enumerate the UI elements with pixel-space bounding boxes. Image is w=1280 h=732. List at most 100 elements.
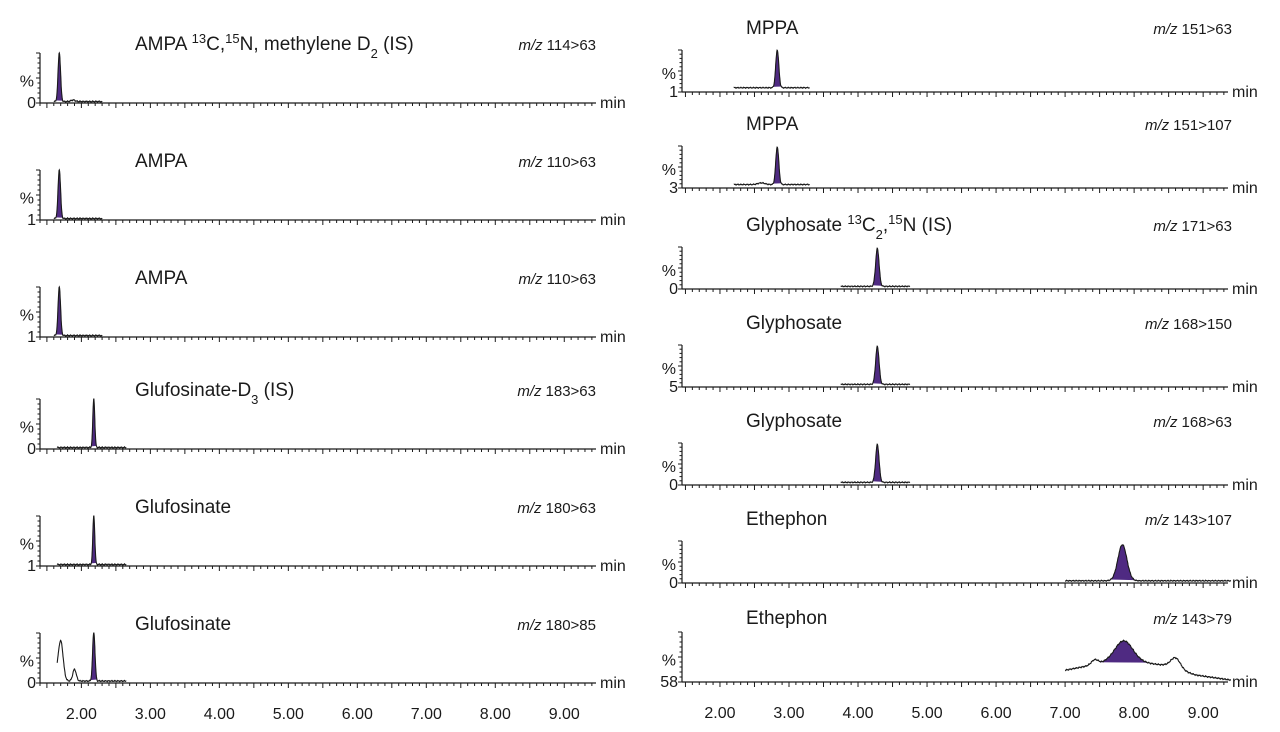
title-part: 2: [371, 46, 378, 61]
mz-prefix: m/z: [1153, 21, 1178, 38]
panel-title: Glufosinate: [135, 614, 231, 635]
mz-value: 180>85: [546, 617, 596, 634]
chromatogram-trace: [56, 515, 127, 566]
y-axis-label: %: [20, 420, 34, 437]
panel-title: MPPA: [746, 114, 799, 135]
mz-prefix: m/z: [518, 154, 543, 171]
chromatogram-trace: [53, 285, 103, 337]
mz-prefix: m/z: [1145, 117, 1170, 134]
chromatogram-trace: [840, 247, 911, 288]
x-tick-label: 7.00: [411, 706, 442, 723]
x-tick-label: 2.00: [66, 706, 97, 723]
x-axis-unit: min: [1232, 379, 1258, 396]
x-axis-unit: min: [1232, 84, 1258, 101]
panel-title: Glyphosate: [746, 313, 842, 334]
y-axis-label: %: [662, 162, 676, 179]
x-tick-label: 4.00: [842, 705, 873, 722]
mz-prefix: m/z: [1153, 218, 1178, 235]
x-axis-unit: min: [600, 212, 626, 229]
mz-transition: m/z 143>79: [1153, 611, 1232, 628]
x-tick-label: 9.00: [549, 706, 580, 723]
x-tick-label: 6.00: [981, 705, 1012, 722]
y-axis-label: %: [20, 308, 34, 325]
chromatogram-panel: Glyphosate m/z 168>63%0 min: [662, 411, 1258, 494]
title-part: N, methylene D: [240, 34, 371, 55]
panel-title: Glufosinate-D3 (IS): [135, 380, 294, 407]
chromatogram-trace: [53, 168, 103, 220]
y-min-label: 1: [27, 329, 36, 346]
y-axis-label: %: [662, 459, 676, 476]
title-part: Glufosinate: [135, 614, 231, 635]
panel-title: Glyphosate 13C2,15N (IS): [746, 212, 952, 242]
chromatogram-panel: Glufosinate m/z 180>85% 0 min 2.00 3.00 4.00 5.0…: [20, 614, 626, 723]
mz-prefix: m/z: [1153, 414, 1178, 431]
chromatogram-trace: [56, 632, 127, 683]
mz-value: 151>63: [1182, 21, 1232, 38]
chromatogram-panel: Glyphosate 13C2,15N (IS) m/z 171>63%0 min: [662, 212, 1258, 299]
mz-prefix: m/z: [518, 37, 543, 54]
mz-value: 110>63: [547, 154, 596, 171]
mz-prefix: m/z: [1153, 611, 1178, 628]
x-tick-label: 8.00: [1119, 705, 1150, 722]
y-min-label: 58: [660, 674, 678, 691]
mz-transition: m/z 180>85: [517, 617, 596, 634]
panel-title: Glyphosate: [746, 411, 842, 432]
x-axis-unit: min: [1232, 575, 1258, 592]
chromatogram-trace: [56, 398, 127, 449]
mz-value: 143>107: [1173, 512, 1232, 529]
mz-prefix: m/z: [517, 500, 542, 517]
chromatogram-panel: Glufosinate-D3 (IS) m/z 183>63% 0 min: [20, 380, 626, 458]
x-axis-unit: min: [600, 95, 626, 112]
x-tick-label: 5.00: [911, 705, 942, 722]
mz-transition: m/z 110>63: [518, 154, 596, 171]
y-axis-label: %: [20, 537, 34, 554]
mz-value: 168>150: [1173, 316, 1232, 333]
mz-value: 183>63: [546, 383, 596, 400]
x-tick-label: 3.00: [773, 705, 804, 722]
y-axis-label: %: [20, 654, 34, 671]
panel-title: Ethephon: [746, 608, 827, 629]
y-min-label: 0: [27, 675, 36, 692]
chromatogram-panel: AMPA 13C,15N, methylene D2 (IS) m/z 114>63…: [20, 31, 626, 113]
x-tick-label: 6.00: [342, 706, 373, 723]
chromatogram-panel: MPPA m/z 151>107%3 min: [662, 114, 1258, 197]
x-axis-unit: min: [600, 329, 626, 346]
title-part: Ethephon: [746, 509, 827, 530]
y-axis-label: %: [662, 263, 676, 280]
title-part: MPPA: [746, 114, 799, 135]
mz-transition: m/z 151>107: [1145, 117, 1232, 134]
title-part: 15: [888, 212, 902, 227]
mz-prefix: m/z: [1145, 316, 1170, 333]
y-axis-label: %: [20, 191, 34, 208]
title-part: C: [862, 215, 876, 236]
mz-value: 180>63: [546, 500, 596, 517]
title-part: N (IS): [903, 215, 953, 236]
title-part: 13: [847, 212, 861, 227]
mz-value: 114>63: [547, 37, 596, 54]
chromatogram-trace: [840, 443, 911, 484]
mz-transition: m/z 168>150: [1145, 316, 1232, 333]
mz-value: 143>79: [1182, 611, 1232, 628]
title-part: 15: [225, 31, 239, 46]
chromatogram-panel: Ethephon m/z 143>79% 58 min 2.00 3.00 4.00 5.00 6…: [660, 608, 1258, 722]
chromatogram-trace: [1064, 544, 1232, 583]
x-axis-unit: min: [600, 675, 626, 692]
x-tick-label: 4.00: [204, 706, 235, 723]
title-part: Glyphosate: [746, 411, 842, 432]
mz-value: 151>107: [1173, 117, 1232, 134]
title-part: AMPA: [135, 34, 192, 55]
x-tick-label: 5.00: [273, 706, 304, 723]
mz-transition: m/z 143>107: [1145, 512, 1232, 529]
chromatogram-panel: AMPA m/z 110>63% 1 min: [20, 151, 626, 229]
chromatogram-trace: [1064, 639, 1232, 682]
y-min-label: 0: [27, 95, 36, 112]
mz-transition: m/z 171>63: [1153, 218, 1232, 235]
mz-transition: m/z 183>63: [517, 383, 596, 400]
panel-title: Ethephon: [746, 509, 827, 530]
title-part: Glufosinate-D: [135, 380, 251, 401]
mz-prefix: m/z: [517, 617, 542, 634]
y-min-label: 3: [669, 180, 678, 197]
integrated-peak: [1100, 639, 1148, 663]
panel-title: AMPA: [135, 268, 188, 289]
